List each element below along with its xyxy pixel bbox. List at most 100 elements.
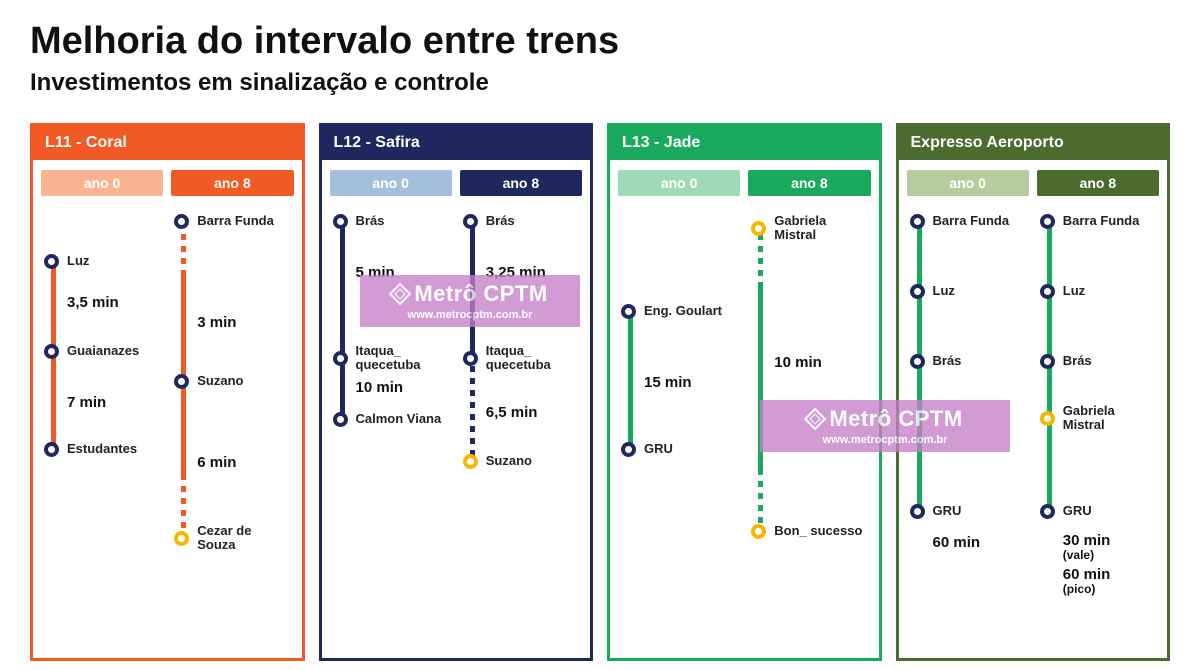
interval-label: 7 min [67,394,106,411]
station-dot-icon [174,214,189,229]
year-pill: ano 8 [748,170,870,196]
page-subtitle: Investimentos em sinalização e controle [30,69,1170,97]
station-label: Bon_ sucesso [774,524,862,538]
station-dot-icon [463,454,478,469]
station-label: Itaqua_ quecetuba [486,344,576,373]
year-pill: ano 8 [460,170,582,196]
interval-label: 6,5 min [486,404,538,421]
station-label: Gabriela Mistral [1063,404,1153,433]
station-label: Suzano [197,374,243,388]
page-title: Melhoria do intervalo entre trens [30,20,1170,63]
station: Luz [910,284,955,299]
watermark-url: www.metrocptm.com.br [408,309,533,321]
station: Barra Funda [910,214,1010,229]
station-dot-icon [1040,354,1055,369]
line-segment [340,222,345,419]
line-card: Expresso Aeroporto ano 0 Barra Funda Luz Brá… [896,123,1171,661]
station-dot-icon [621,442,636,457]
station: Itaqua_ quecetuba [333,344,446,373]
interval-label: 60 min [1063,566,1111,583]
interval-sublabel: (pico) [1063,582,1096,596]
interval-sublabel: (vale) [1063,548,1094,562]
card-body: ano 0BrásItaqua_ quecetubaCalmon Viana5 … [322,160,591,658]
station: Brás [910,354,962,369]
station: Estudantes [44,442,137,457]
station-dot-icon [910,354,925,369]
interval-label: 3,5 min [67,294,119,311]
station-dot-icon [751,524,766,539]
watermark-brand: Metrô CPTM [414,281,547,307]
line-segment [758,469,763,532]
station: Brás [1040,354,1092,369]
station: Guaianazes [44,344,139,359]
year-pill: ano 0 [330,170,452,196]
station-dot-icon [44,344,59,359]
watermark-url: www.metrocptm.com.br [823,434,948,446]
station-label: Gabriela Mistral [774,214,864,243]
station-dot-icon [174,531,189,546]
station: Gabriela Mistral [751,214,864,243]
station-dot-icon [1040,504,1055,519]
station: Eng. Goulart [621,304,722,319]
card-header: L12 - Safira [322,126,591,160]
line-card: L13 - Jadeano 0Eng. GoulartGRU15 minano … [607,123,882,661]
station: Gabriela Mistral [1040,404,1153,433]
year-pill: ano 8 [1037,170,1159,196]
station-label: Brás [486,214,515,228]
year-pill: ano 8 [171,170,293,196]
station-label: GRU [1063,504,1092,518]
station-label: Barra Funda [1063,214,1140,228]
station-dot-icon [44,254,59,269]
card-header: L11 - Coral [33,126,302,160]
station-dot-icon [463,214,478,229]
station-label: GRU [644,442,673,456]
card-body: ano 0 Luz Guaianazes Estudantes 3,5 min 7 min… [33,160,302,658]
station-dot-icon [174,374,189,389]
station: Brás [463,214,515,229]
watermark-logo-icon [804,408,827,431]
station-label: Brás [933,354,962,368]
station-label: Guaianazes [67,344,139,358]
station-dot-icon [910,214,925,229]
station-label: Suzano [486,454,532,468]
station-label: Barra Funda [933,214,1010,228]
station: Brás [333,214,385,229]
line-segment [628,312,633,449]
line-card: L12 - Safira ano 0 Brás Itaqua_ quecetuba Ca… [319,123,594,661]
year-column: ano 8BrásItaqua_ quecetubaSuzano3,25 min… [460,170,582,644]
year-pill: ano 0 [41,170,163,196]
watermark: Metrô CPTM www.metrocptm.com.br [360,275,580,327]
station: Calmon Viana [333,412,442,427]
line-segment [181,222,186,276]
station-dot-icon [463,351,478,366]
line-diagram: Eng. GoulartGRU15 min [618,214,740,644]
watermark-brand: Metrô CPTM [829,406,962,432]
station-dot-icon [333,412,348,427]
station-dot-icon [1040,284,1055,299]
station-label: Luz [1063,284,1085,298]
interval-label: 60 min [933,534,981,551]
watermark-logo-icon [389,283,412,306]
interval-label: 6 min [197,454,236,471]
year-column: ano 0 Luz Guaianazes Estudantes 3,5 min 7 min [41,170,163,644]
station: GRU [1040,504,1092,519]
year-pill: ano 0 [618,170,740,196]
station: Bon_ sucesso [751,524,862,539]
station-label: Luz [933,284,955,298]
station: Barra Funda [1040,214,1140,229]
station: GRU [910,504,962,519]
interval-label: 30 min [1063,532,1111,549]
year-pill: ano 0 [907,170,1029,196]
station-label: Eng. Goulart [644,304,722,318]
station: Luz [1040,284,1085,299]
interval-label: 10 min [774,354,822,371]
interval-label: 10 min [356,379,404,396]
station-dot-icon [621,304,636,319]
station: Luz [44,254,89,269]
cards-row: L11 - Coral ano 0 Luz Guaianazes Estudantes 3… [30,123,1170,661]
station-label: Brás [356,214,385,228]
card-header: Expresso Aeroporto [899,126,1168,160]
station: Itaqua_ quecetuba [463,344,576,373]
station-label: Luz [67,254,89,268]
interval-label: 3 min [197,314,236,331]
